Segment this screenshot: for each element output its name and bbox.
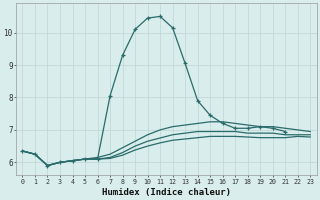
X-axis label: Humidex (Indice chaleur): Humidex (Indice chaleur) xyxy=(102,188,231,197)
